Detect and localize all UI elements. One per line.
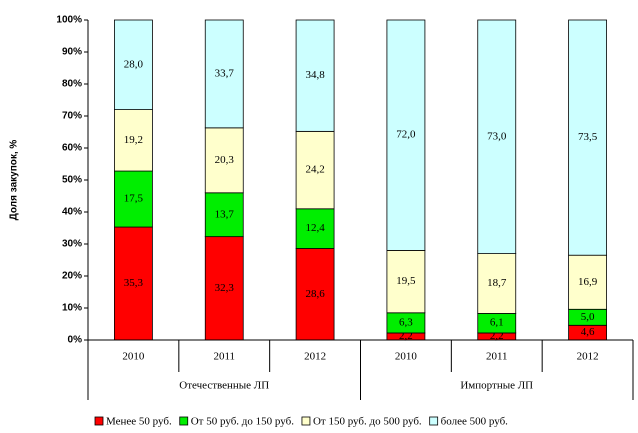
bar-segment bbox=[295, 208, 335, 249]
data-label: 18,7 bbox=[487, 277, 507, 289]
legend-label: более 500 руб. bbox=[441, 416, 509, 428]
bar-segment bbox=[114, 109, 153, 172]
data-label: 19,5 bbox=[396, 275, 416, 287]
y-tick-label: 10% bbox=[62, 303, 82, 314]
data-label: 32,3 bbox=[215, 282, 235, 294]
data-label: 72,0 bbox=[396, 129, 416, 141]
y-tick-label: 70% bbox=[62, 111, 82, 122]
legend-swatch bbox=[301, 416, 311, 426]
data-label: 6,3 bbox=[399, 316, 413, 328]
bar-segment bbox=[568, 19, 607, 256]
bar-segment bbox=[295, 19, 335, 132]
data-label: 28,6 bbox=[305, 288, 325, 300]
data-label: 20,3 bbox=[215, 154, 235, 166]
x-tick-label: 2012 bbox=[577, 351, 599, 363]
data-label: 34,8 bbox=[305, 69, 325, 81]
y-tick-label: 100% bbox=[56, 15, 82, 26]
y-tick-label: 40% bbox=[62, 207, 82, 218]
bar-segment bbox=[477, 253, 517, 314]
data-label: 73,0 bbox=[487, 130, 507, 142]
data-label: 5,0 bbox=[581, 311, 595, 323]
data-label: 12,4 bbox=[305, 222, 325, 234]
y-tick-label: 90% bbox=[62, 47, 82, 58]
data-label: 35,3 bbox=[124, 277, 144, 289]
bar-segment bbox=[114, 170, 153, 228]
data-label: 6,1 bbox=[490, 317, 504, 329]
x-tick-label: 2012 bbox=[304, 351, 326, 363]
bar-segment bbox=[386, 19, 426, 251]
data-label: 16,9 bbox=[578, 276, 598, 288]
legend-label: Менее 50 руб. bbox=[106, 416, 172, 428]
bar-segment bbox=[477, 19, 517, 255]
bar-segment bbox=[295, 130, 335, 210]
data-label: 17,5 bbox=[124, 193, 144, 205]
y-tick-label: 30% bbox=[62, 239, 82, 250]
y-tick-label: 60% bbox=[62, 143, 82, 154]
data-label: 73,5 bbox=[578, 131, 598, 143]
group-label: Отечественные ЛП bbox=[179, 380, 269, 392]
data-label: 33,7 bbox=[215, 67, 235, 79]
x-tick-label: 2010 bbox=[122, 351, 145, 363]
bar-segment bbox=[204, 236, 244, 341]
y-tick-label: 20% bbox=[62, 271, 82, 282]
data-label: 13,7 bbox=[215, 208, 235, 220]
y-tick-label: 80% bbox=[62, 79, 82, 90]
legend-swatch bbox=[179, 416, 189, 426]
y-axis-label: Доля закупок, % bbox=[9, 140, 20, 221]
y-tick-label: 0% bbox=[68, 335, 83, 346]
x-tick-label: 2010 bbox=[395, 351, 418, 363]
x-tick-label: 2011 bbox=[213, 351, 235, 363]
group-label: Импортные ЛП bbox=[460, 380, 533, 392]
legend-label: От 150 руб. до 500 руб. bbox=[313, 416, 422, 428]
bar-segment bbox=[204, 19, 244, 129]
data-label: 4,6 bbox=[581, 326, 595, 338]
legend-swatch bbox=[94, 416, 104, 426]
x-tick-label: 2011 bbox=[486, 351, 508, 363]
legend-swatch bbox=[429, 416, 439, 426]
data-label: 28,0 bbox=[124, 58, 144, 70]
legend-label: От 50 руб. до 150 руб. bbox=[191, 416, 294, 428]
bar-segment bbox=[114, 19, 153, 110]
data-label: 19,2 bbox=[124, 134, 143, 146]
y-tick-label: 50% bbox=[62, 175, 82, 186]
bar-segment bbox=[114, 226, 153, 341]
bar-segment bbox=[295, 248, 335, 341]
data-label: 24,2 bbox=[305, 164, 324, 176]
bar-segment bbox=[386, 249, 426, 314]
